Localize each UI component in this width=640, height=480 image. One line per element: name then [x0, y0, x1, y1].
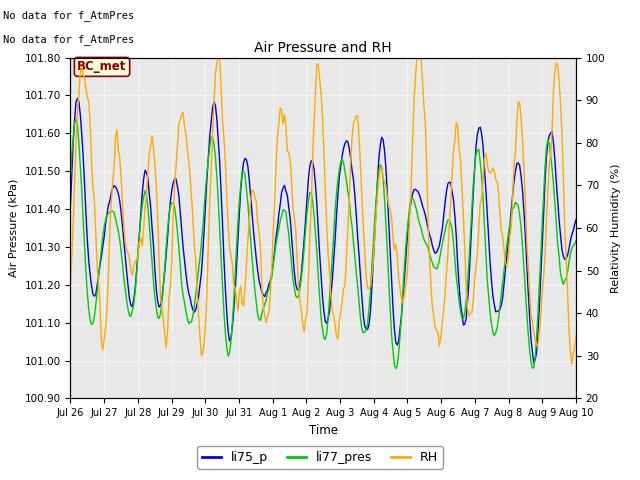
Title: Air Pressure and RH: Air Pressure and RH [254, 41, 392, 55]
RH [572, 332, 580, 338]
li77_pres [244, 201, 252, 206]
li75_p [67, 203, 74, 209]
Y-axis label: Relativity Humidity (%): Relativity Humidity (%) [611, 163, 621, 293]
Legend: li75_p, li77_pres, RH: li75_p, li77_pres, RH [197, 446, 443, 469]
li77_pres [547, 153, 554, 158]
li77_pres [130, 301, 138, 307]
Text: No data for f_AtmPres: No data for f_AtmPres [3, 10, 134, 21]
RH [289, 204, 297, 209]
li75_p [130, 297, 138, 302]
Y-axis label: Air Pressure (kPa): Air Pressure (kPa) [9, 179, 19, 277]
RH [236, 289, 243, 295]
Line: RH: RH [70, 58, 576, 364]
RH [219, 117, 227, 122]
li77_pres [72, 117, 80, 122]
X-axis label: Time: Time [308, 424, 338, 437]
li77_pres [572, 238, 580, 244]
Text: No data for f_AtmPres: No data for f_AtmPres [3, 34, 134, 45]
li77_pres [236, 198, 243, 204]
li75_p [244, 163, 252, 169]
li75_p [289, 252, 297, 258]
RH [244, 237, 252, 243]
li75_p [219, 221, 227, 227]
RH [568, 361, 575, 367]
li75_p [530, 360, 538, 366]
Text: BC_met: BC_met [77, 60, 127, 73]
Line: li75_p: li75_p [70, 98, 576, 363]
li77_pres [219, 284, 227, 289]
RH [129, 273, 136, 278]
li77_pres [392, 366, 399, 372]
RH [67, 286, 74, 291]
li75_p [547, 130, 554, 136]
li77_pres [67, 178, 74, 183]
li75_p [236, 210, 243, 216]
Line: li77_pres: li77_pres [70, 120, 576, 369]
RH [545, 163, 553, 168]
li77_pres [289, 276, 297, 282]
li75_p [572, 216, 580, 222]
RH [214, 55, 222, 60]
li75_p [74, 96, 81, 101]
